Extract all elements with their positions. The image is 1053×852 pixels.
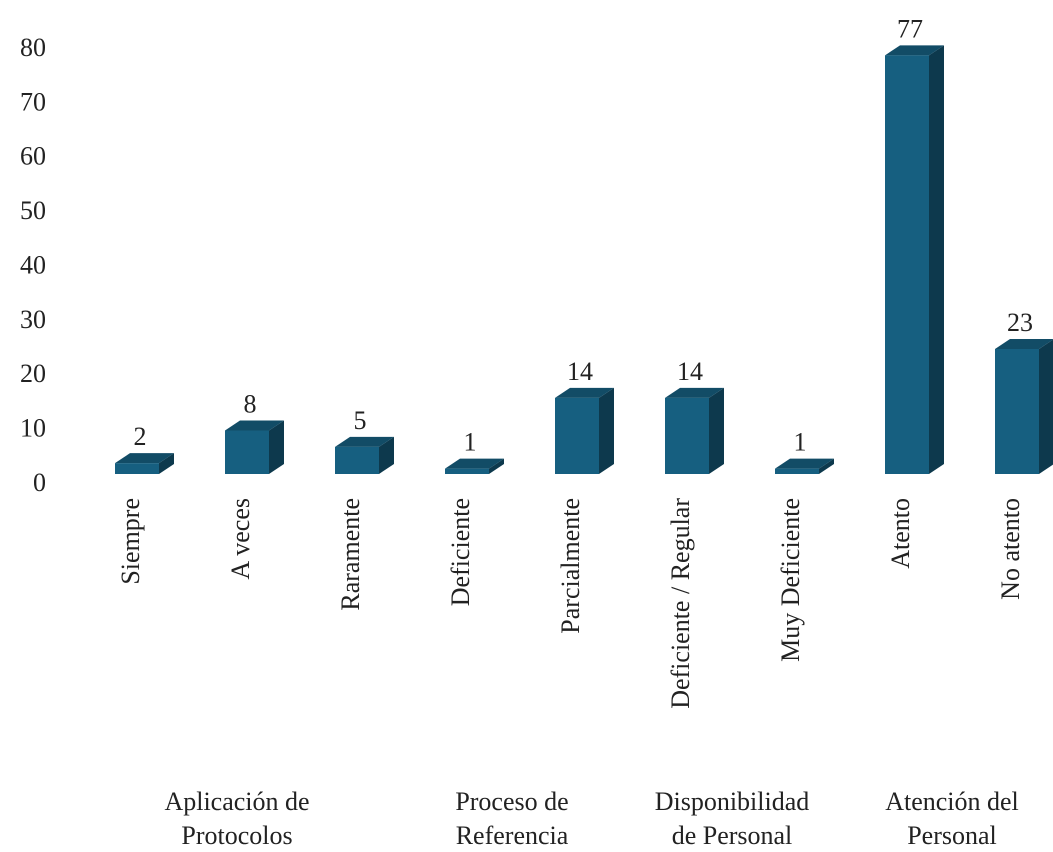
bar-side bbox=[269, 420, 284, 474]
x-tick-label: Siempre bbox=[116, 498, 145, 585]
group-label: Personal bbox=[907, 821, 997, 850]
bar-top bbox=[445, 458, 504, 469]
group-label: Referencia bbox=[456, 821, 569, 850]
y-tick-label: 20 bbox=[20, 359, 46, 388]
x-tick-label: No atento bbox=[996, 498, 1025, 600]
data-label: 23 bbox=[1007, 308, 1033, 337]
data-label: 77 bbox=[897, 14, 923, 43]
bar-side bbox=[379, 436, 394, 474]
bar-top bbox=[665, 387, 724, 398]
y-tick-label: 40 bbox=[20, 250, 46, 279]
data-label: 8 bbox=[244, 389, 257, 418]
data-label: 2 bbox=[134, 422, 147, 451]
bar-front bbox=[555, 397, 599, 474]
bar-top bbox=[775, 458, 834, 469]
bar-top bbox=[115, 453, 174, 464]
bar-side bbox=[1039, 339, 1053, 474]
bar bbox=[225, 420, 284, 474]
bar bbox=[115, 453, 174, 474]
bar bbox=[445, 458, 504, 474]
bar-side bbox=[599, 387, 614, 474]
x-tick-label: Deficiente bbox=[446, 498, 475, 606]
bar-side bbox=[819, 458, 834, 474]
bar-side bbox=[159, 453, 174, 474]
x-tick-label: Muy Deficiente bbox=[776, 498, 805, 662]
bar-front bbox=[115, 463, 159, 474]
bar bbox=[995, 338, 1053, 474]
y-tick-label: 30 bbox=[20, 305, 46, 334]
group-label: Proceso de bbox=[455, 787, 568, 816]
bar bbox=[665, 387, 724, 474]
data-label: 14 bbox=[677, 357, 703, 386]
bar-front bbox=[775, 468, 819, 474]
bar-top bbox=[225, 420, 284, 431]
bar-front bbox=[885, 55, 929, 474]
bar-side bbox=[709, 387, 724, 474]
x-tick-label: A veces bbox=[226, 498, 255, 580]
bar-side bbox=[489, 458, 504, 474]
x-tick-label: Deficiente / Regular bbox=[666, 498, 695, 709]
y-tick-label: 70 bbox=[20, 87, 46, 116]
group-label: Disponibilidad bbox=[655, 787, 810, 816]
group-label: Protocolos bbox=[181, 821, 292, 850]
group-label: Aplicación de bbox=[164, 787, 309, 816]
bar bbox=[555, 387, 614, 474]
y-tick-label: 10 bbox=[20, 414, 46, 443]
y-tick-label: 60 bbox=[20, 142, 46, 171]
bar bbox=[885, 45, 944, 474]
bar-front bbox=[445, 468, 489, 474]
bar-front bbox=[335, 446, 379, 474]
x-tick-label: Raramente bbox=[336, 498, 365, 611]
data-label: 1 bbox=[794, 428, 807, 457]
bar-front bbox=[225, 430, 269, 474]
group-label: de Personal bbox=[672, 821, 793, 850]
bar-top bbox=[995, 338, 1053, 349]
data-label: 5 bbox=[354, 406, 367, 435]
x-tick-label: Atento bbox=[886, 498, 915, 569]
bar-front bbox=[995, 348, 1039, 474]
bar-top bbox=[335, 436, 394, 447]
bar-top bbox=[555, 387, 614, 398]
bar bbox=[335, 436, 394, 474]
y-tick-label: 50 bbox=[20, 196, 46, 225]
bar-side bbox=[929, 45, 944, 474]
x-tick-label: Parcialmente bbox=[556, 498, 585, 634]
bar-top bbox=[885, 45, 944, 56]
bar-front bbox=[665, 397, 709, 474]
bar bbox=[775, 458, 834, 474]
y-tick-label: 0 bbox=[33, 468, 46, 497]
group-label: Atención del bbox=[885, 787, 1019, 816]
data-label: 1 bbox=[464, 428, 477, 457]
y-tick-label: 80 bbox=[20, 33, 46, 62]
data-label: 14 bbox=[567, 357, 593, 386]
